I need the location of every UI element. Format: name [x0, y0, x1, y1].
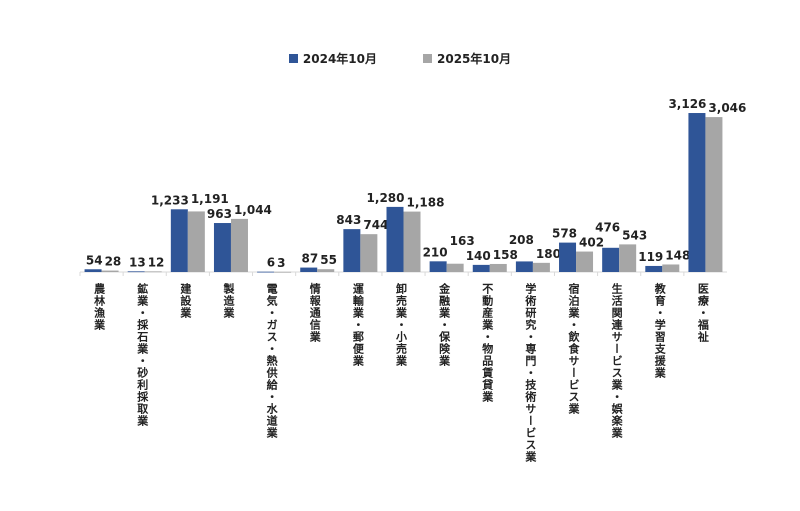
- data-label: 119: [638, 250, 663, 264]
- category-label: 生活関連サービス業・娯楽業: [610, 283, 624, 439]
- bar-2024: [84, 269, 102, 272]
- data-label: 578: [552, 227, 577, 241]
- bar-2024: [127, 271, 145, 273]
- data-label: 963: [207, 207, 232, 221]
- category-label: 製造業: [221, 283, 235, 319]
- legend-label-2024: 2024年10月: [302, 52, 377, 66]
- bar-2025: [662, 264, 680, 272]
- legend-label-2025: 2025年10月: [437, 52, 512, 66]
- data-label: 476: [595, 221, 620, 235]
- data-label: 13: [129, 255, 146, 269]
- category-label: 建設業: [178, 283, 192, 319]
- bar-2025: [317, 269, 335, 272]
- bar-2025: [274, 271, 292, 273]
- data-label: 1,233: [151, 193, 189, 207]
- category-label: 卸売業・小売業: [394, 283, 408, 367]
- data-label: 208: [509, 233, 534, 247]
- bar-2024: [688, 113, 706, 272]
- data-label: 87: [302, 252, 319, 266]
- bar-2024: [170, 209, 188, 272]
- legend-item-2025: 2025年10月: [423, 50, 511, 67]
- bar-2024: [213, 223, 231, 272]
- legend-swatch-2024: [288, 54, 298, 63]
- data-label: 543: [622, 228, 647, 242]
- bar-2025: [187, 211, 205, 272]
- data-label: 402: [579, 236, 604, 250]
- category-label: 不動産業・物品賃貸業: [480, 283, 494, 403]
- bar-2025: [446, 263, 464, 272]
- data-label: 3,126: [668, 97, 706, 111]
- legend-swatch-2025: [423, 54, 432, 63]
- data-label: 180: [536, 247, 561, 261]
- data-label: 1,044: [234, 203, 272, 217]
- data-label: 1,191: [191, 192, 229, 206]
- bar-2025: [532, 262, 550, 272]
- data-label: 1,188: [407, 196, 445, 210]
- data-label: 843: [336, 213, 361, 227]
- data-label: 3: [277, 256, 285, 270]
- bar-2025: [705, 117, 723, 272]
- bar-2025: [144, 271, 162, 273]
- category-label: 医療・福祉: [696, 283, 710, 343]
- category-label: 鉱業・採石業・砂利採取業: [135, 283, 149, 427]
- data-label: 3,046: [708, 101, 746, 115]
- category-label: 電気・ガス・熱供給・水道業: [265, 283, 279, 439]
- bar-2025: [230, 218, 248, 272]
- bar-2025: [489, 263, 507, 272]
- data-label: 158: [493, 248, 518, 262]
- bar-2024: [257, 271, 275, 273]
- bar-2024: [645, 265, 663, 272]
- data-label: 55: [320, 253, 337, 267]
- data-label: 163: [450, 234, 475, 248]
- category-label: 農林漁業: [92, 283, 106, 331]
- bar-2024: [472, 264, 490, 272]
- bar-2025: [619, 244, 637, 272]
- data-label: 148: [665, 248, 690, 262]
- data-label: 28: [105, 255, 122, 269]
- bar-2024: [429, 261, 447, 272]
- bar-2024: [300, 267, 318, 272]
- bar-2024: [386, 206, 404, 272]
- legend: 2024年10月 2025年10月: [0, 50, 800, 67]
- bar-2025: [360, 234, 378, 272]
- data-label: 6: [267, 256, 275, 270]
- category-label: 教育・学習支援業: [653, 283, 667, 379]
- data-label: 744: [363, 218, 388, 232]
- legend-item-2024: 2024年10月: [288, 50, 377, 67]
- data-label: 54: [86, 253, 103, 267]
- data-label: 140: [466, 249, 491, 263]
- bar-2024: [343, 229, 361, 272]
- bar-2025: [101, 270, 119, 272]
- data-label: 210: [423, 245, 448, 259]
- category-label: 情報通信業: [308, 283, 322, 343]
- category-label: 金融業・保険業: [437, 283, 451, 367]
- data-label: 12: [148, 255, 165, 269]
- category-label: 宿泊業・飲食サービス業: [567, 283, 581, 415]
- data-label: 1,280: [367, 191, 405, 205]
- bar-2024: [559, 242, 577, 272]
- bar-2025: [576, 251, 594, 272]
- category-label: 運輸業・郵便業: [351, 283, 365, 367]
- bar-2024: [515, 261, 533, 272]
- category-label: 学術研究・専門・技術サービス業: [523, 283, 537, 463]
- bar-2025: [403, 211, 421, 272]
- bar-2024: [602, 247, 620, 272]
